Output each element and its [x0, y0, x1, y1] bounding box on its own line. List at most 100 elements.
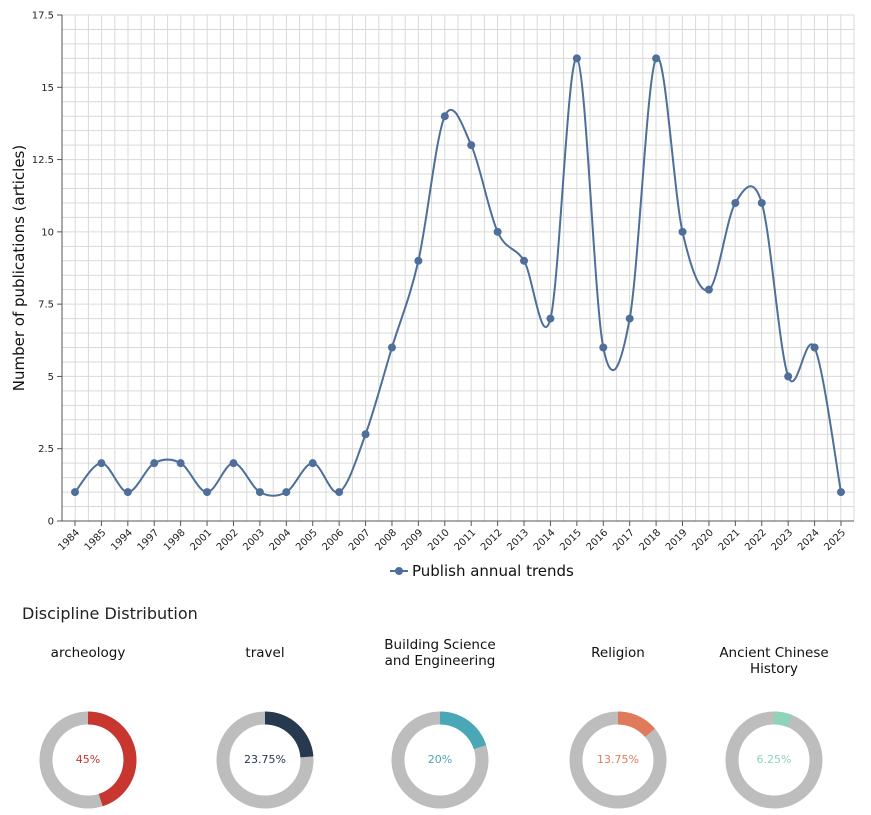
- x-tick-label: 2010: [426, 527, 452, 553]
- data-point: [361, 430, 370, 439]
- y-tick-label: 12.5: [32, 155, 54, 166]
- x-tick-label: 1984: [56, 527, 82, 553]
- data-point: [308, 459, 317, 468]
- y-tick-label: 2.5: [38, 444, 54, 455]
- x-tick-label: 2019: [664, 527, 690, 553]
- data-point: [97, 459, 106, 468]
- donut-slice: [725, 711, 823, 809]
- donut-chart: [216, 711, 314, 809]
- data-point: [255, 488, 264, 497]
- donut-chart: [391, 711, 489, 809]
- data-point: [599, 343, 608, 352]
- data-point: [440, 112, 449, 121]
- chart-legend: Publish annual trends: [390, 562, 574, 580]
- data-point: [71, 488, 79, 497]
- y-tick-label: 10: [41, 227, 54, 238]
- data-point: [493, 227, 502, 236]
- donut-percent: 20%: [427, 753, 453, 766]
- donut-percent: 45%: [75, 753, 101, 766]
- data-point: [520, 256, 529, 265]
- data-point: [282, 488, 291, 497]
- x-tick-label: 2015: [558, 527, 584, 553]
- x-tick-label: 2022: [743, 527, 769, 553]
- x-tick-label: 2001: [188, 527, 214, 553]
- data-point: [123, 488, 132, 497]
- x-tick-label: 2002: [215, 527, 241, 553]
- data-point: [150, 459, 159, 468]
- x-tick-label: 1997: [136, 527, 162, 553]
- donut-slice: [39, 711, 137, 809]
- donut-chart: [569, 711, 667, 809]
- data-point: [572, 54, 581, 63]
- x-tick-label: 2021: [717, 527, 743, 553]
- donut-card: Building Science and Engineering 20%: [360, 637, 520, 815]
- x-tick-label: 2017: [611, 527, 637, 553]
- x-tick-label: 2005: [294, 527, 320, 553]
- y-tick-label: 15: [41, 83, 54, 94]
- legend-label: Publish annual trends: [412, 562, 574, 580]
- x-tick-label: 2008: [373, 527, 399, 553]
- data-point: [387, 343, 396, 352]
- donut-card: Ancient Chinese History 6.25%: [694, 645, 854, 815]
- data-point: [784, 372, 793, 381]
- donut-label: Ancient Chinese History: [719, 645, 829, 677]
- donut-chart: [39, 711, 137, 809]
- x-tick-label: 2012: [479, 527, 505, 553]
- x-tick-label: 2003: [241, 527, 267, 553]
- data-point: [678, 227, 687, 236]
- donut-chart: [725, 711, 823, 809]
- x-tick-label: 2025: [822, 527, 848, 553]
- line-chart: 0 2.5 5 7.5 10 12.5 15 17.5 Number of publicatio…: [10, 11, 855, 580]
- donut-label: travel: [245, 645, 285, 661]
- data-point: [625, 314, 634, 323]
- section-title: Discipline Distribution: [22, 604, 198, 623]
- data-point: [704, 285, 713, 294]
- x-tick-label: 1994: [109, 527, 135, 553]
- x-tick-label: 2014: [532, 527, 558, 553]
- x-tick-label: 2016: [585, 527, 611, 553]
- donut-slice: [391, 711, 489, 809]
- donut-card: Religion 13.75%: [538, 645, 698, 815]
- data-point: [837, 488, 845, 497]
- x-tick-label: 2013: [505, 527, 531, 553]
- x-tick-label: 2018: [637, 527, 663, 553]
- donut-label: Religion: [591, 645, 645, 661]
- data-point: [546, 314, 555, 323]
- data-point: [467, 141, 476, 150]
- legend-marker: [395, 567, 403, 575]
- x-tick-label: 1998: [162, 527, 188, 553]
- x-tick-label: 2009: [400, 527, 426, 553]
- data-point: [203, 488, 212, 497]
- donut-slice: [569, 711, 667, 809]
- data-point: [229, 459, 238, 468]
- data-point: [335, 488, 344, 497]
- data-point: [731, 198, 740, 207]
- y-axis-label: Number of publications (articles): [10, 145, 28, 391]
- y-tick-label: 17.5: [32, 11, 54, 22]
- donut-card: archeology 45%: [8, 645, 168, 815]
- data-point: [757, 198, 766, 207]
- donut-label: Building Science and Engineering: [384, 637, 496, 669]
- y-tick-label: 5: [48, 372, 54, 383]
- chart-series: [71, 54, 845, 497]
- x-tick-label: 2023: [770, 527, 796, 553]
- data-point: [176, 459, 185, 468]
- y-tick-label: 0: [48, 517, 54, 528]
- chart-grid: [61, 14, 855, 522]
- data-point: [652, 54, 661, 63]
- donut-label: archeology: [50, 645, 126, 661]
- x-tick-label: 2004: [268, 527, 294, 553]
- x-tick-label: 2007: [347, 527, 373, 553]
- x-tick-label: 2011: [453, 527, 479, 553]
- donut-percent: 13.75%: [597, 753, 639, 766]
- x-tick-label: 1985: [83, 527, 109, 553]
- discipline-distribution: Discipline Distribution archeology 45% tra…: [0, 590, 871, 812]
- donut-percent: 23.75%: [244, 753, 286, 766]
- donut-card: travel 23.75%: [185, 645, 345, 815]
- y-tick-label: 7.5: [38, 300, 54, 311]
- data-point: [810, 343, 819, 352]
- donut-percent: 6.25%: [756, 753, 792, 766]
- x-tick-label: 2006: [320, 527, 346, 553]
- donut-slice: [216, 711, 314, 809]
- x-tick-label: 2024: [796, 527, 822, 553]
